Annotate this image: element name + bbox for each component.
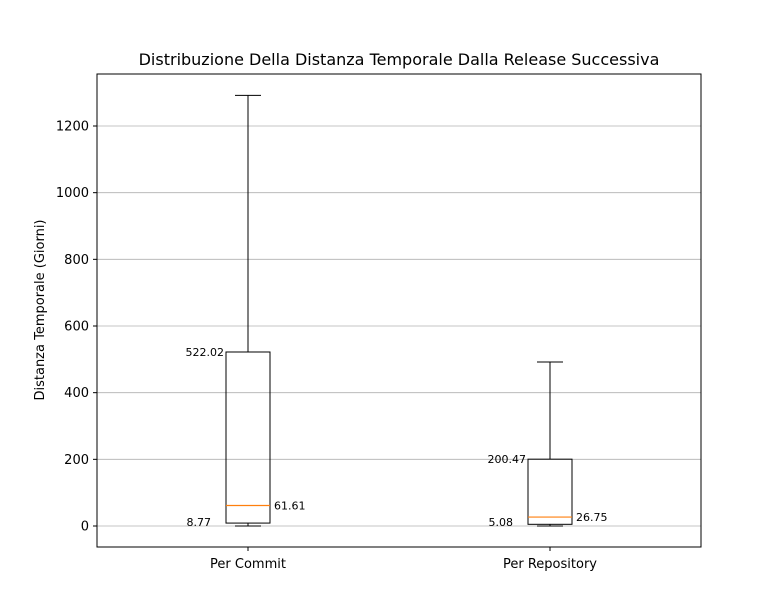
q3-label: 522.02 [186,346,225,359]
y-tick-label: 200 [64,453,89,468]
y-tick-label: 800 [64,253,89,268]
median-label: 61.61 [274,499,306,512]
q3-label: 200.47 [488,453,527,466]
y-tick-label: 600 [64,320,89,335]
y-tick-label: 0 [81,520,89,535]
y-tick-label: 1000 [56,186,89,201]
plot-frame [96,73,702,548]
q1-label: 5.08 [489,516,514,529]
box-iqr [225,351,271,524]
box-iqr [527,458,573,525]
chart-title: Distribuzione Della Distanza Temporale D… [139,50,660,69]
y-tick-label: 400 [64,386,89,401]
x-tick-label: Per Repository [503,557,597,572]
q1-label: 8.77 [187,516,212,529]
y-axis-label: Distanza Temporale (Giorni) [33,219,48,400]
grid-lines [97,125,701,527]
x-tick-label: Per Commit [210,557,286,572]
median-label: 26.75 [576,511,608,524]
boxes: 522.02 61.61 8.77 200.47 26.75 5.08 [186,94,608,529]
ticks: 0 200 400 600 800 1000 1200 Per Commit Per Repos… [56,120,597,573]
y-tick-label: 1200 [56,120,89,135]
